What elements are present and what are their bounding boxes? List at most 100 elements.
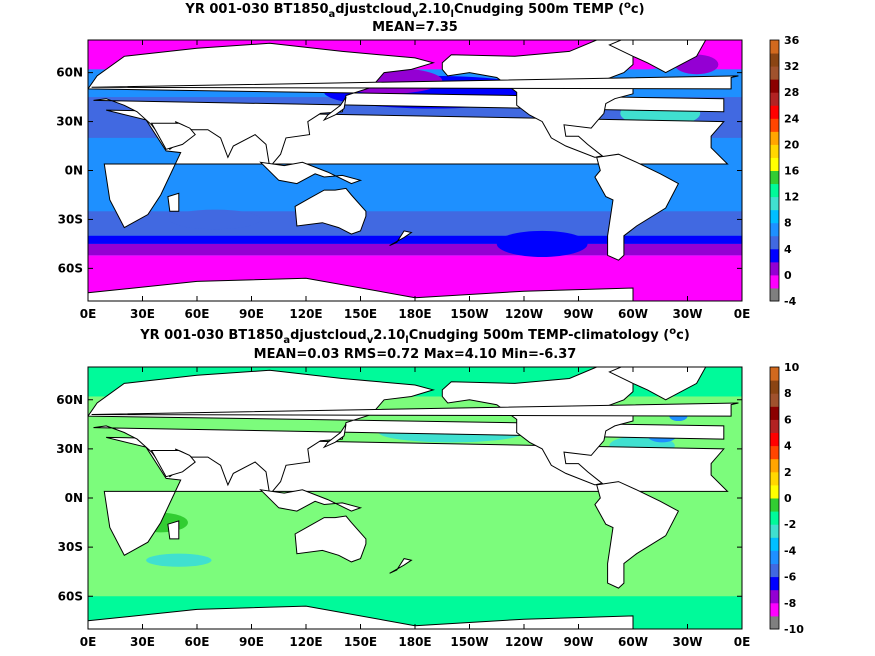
colorbar-tick-label: 4 bbox=[784, 440, 792, 453]
x-tick-label: 120W bbox=[505, 307, 543, 321]
colorbar-tick-label: -4 bbox=[784, 295, 797, 308]
colorbar-cell bbox=[770, 248, 779, 263]
colorbar-cell bbox=[770, 261, 779, 276]
colorbar-cell bbox=[770, 196, 779, 211]
colorbar-cell bbox=[770, 170, 779, 185]
land-indonesia bbox=[259, 489, 363, 512]
x-tick-label: 180E bbox=[398, 307, 431, 321]
colorbar-cell bbox=[770, 445, 779, 460]
colorbar-tick-label: 6 bbox=[784, 413, 792, 426]
y-tick-label: 0N bbox=[65, 164, 83, 178]
colorbar-cell bbox=[770, 419, 779, 433]
title-prefix: YR 001-030 BT1850 bbox=[184, 2, 328, 17]
colorbar-cell bbox=[770, 563, 779, 578]
x-tick-label: 120E bbox=[289, 635, 322, 649]
colorbar-tick-label: 2 bbox=[784, 466, 792, 479]
land-s_america bbox=[594, 153, 680, 261]
colorbar-cell bbox=[770, 274, 779, 289]
land-australia bbox=[294, 187, 367, 235]
field-acc bbox=[88, 235, 742, 244]
x-tick-label: 120W bbox=[505, 635, 543, 649]
land-nz bbox=[389, 558, 413, 574]
title-part: Cnudging 500m TEMP ( bbox=[454, 2, 624, 17]
x-tick-label: 150W bbox=[450, 635, 488, 649]
field-se-pacific bbox=[496, 230, 588, 257]
colorbar-tick-label: 8 bbox=[784, 217, 792, 230]
title-part: 2.10 bbox=[373, 328, 405, 343]
title-part: djustcloud bbox=[335, 2, 412, 17]
chart-stats: MEAN=0.03 RMS=0.72 Max=4.10 Min=-6.37 bbox=[254, 347, 577, 362]
colorbar-tick-label: 10 bbox=[784, 361, 800, 374]
x-tick-label: 0E bbox=[80, 307, 97, 321]
colorbar: 10 8 6 4 2 0 -2 -4 -6 -8 -10 bbox=[769, 361, 804, 636]
colorbar-cell bbox=[770, 105, 779, 119]
x-tick-label: 0E bbox=[734, 635, 751, 649]
colorbar-tick-label: 20 bbox=[784, 138, 800, 151]
title-subscript: v bbox=[412, 9, 419, 20]
land-uk bbox=[91, 402, 739, 417]
colorbar-cell bbox=[770, 524, 779, 538]
x-tick-label: 60W bbox=[618, 635, 648, 649]
colorbar-cell bbox=[770, 576, 779, 591]
y-tick-label: 60N bbox=[56, 66, 83, 80]
land-madagascar bbox=[167, 520, 180, 540]
land-indonesia bbox=[259, 161, 363, 185]
y-tick-label: 0N bbox=[65, 491, 83, 505]
title-part: 2.10 bbox=[418, 2, 450, 17]
x-tick-label: 30E bbox=[130, 635, 155, 649]
y-tick-label: 60S bbox=[58, 589, 83, 603]
y-tick-label: 30N bbox=[56, 115, 83, 129]
colorbar-tick-label: 0 bbox=[784, 269, 792, 282]
title-subscript: l bbox=[451, 9, 454, 20]
title-part: djustcloud bbox=[290, 328, 367, 343]
x-tick-label: 120E bbox=[289, 307, 322, 321]
colorbar-cell bbox=[770, 222, 779, 237]
land-arabia bbox=[150, 450, 196, 478]
colorbar-cell bbox=[770, 209, 779, 224]
x-tick-label: 90E bbox=[239, 307, 264, 321]
title-subscript: v bbox=[367, 335, 374, 346]
x-tick-label: 30E bbox=[130, 307, 155, 321]
x-tick-label: 60W bbox=[618, 307, 648, 321]
land-madagascar bbox=[167, 192, 180, 212]
y-tick-label: 60N bbox=[56, 393, 83, 407]
colorbar-cell bbox=[770, 380, 779, 394]
colorbar-tick-label: 0 bbox=[784, 492, 792, 505]
chart-title: YR 001-030 BT1850adjustcloudv2.10lCnudgi… bbox=[184, 0, 644, 20]
land-arabia bbox=[150, 122, 196, 150]
title-part: Cnudging 500m TEMP-climatology ( bbox=[409, 328, 670, 343]
colorbar-cell bbox=[770, 484, 779, 499]
land-japan bbox=[322, 424, 347, 449]
colorbar-cell bbox=[770, 144, 779, 158]
title-unit: c) bbox=[676, 328, 690, 343]
y-tick-label: 30S bbox=[58, 212, 83, 226]
map-panel-2: 0E 30E 60E 90E 120E 150E 180E 150W 120W 90W 60W 30W… bbox=[56, 326, 804, 649]
land-greenland bbox=[608, 40, 707, 74]
y-tick-label: 60S bbox=[58, 261, 83, 275]
field-indian-subtropical bbox=[169, 209, 261, 230]
colorbar-cell bbox=[770, 393, 779, 407]
colorbar-cell bbox=[770, 511, 779, 525]
chart-stats: MEAN=7.35 bbox=[372, 20, 458, 35]
colorbar-cell bbox=[770, 79, 779, 93]
colorbar-cell bbox=[770, 432, 779, 447]
colorbar-cell bbox=[770, 602, 779, 617]
colorbar-cell bbox=[770, 406, 779, 420]
colorbar-cell bbox=[770, 471, 779, 486]
field-agulhas-cold bbox=[146, 553, 212, 567]
y-tick-label: 30S bbox=[58, 540, 83, 554]
colorbar-cell bbox=[770, 550, 779, 564]
land-uk bbox=[91, 75, 739, 90]
land-nz bbox=[389, 230, 413, 246]
colorbar-cell bbox=[770, 287, 779, 302]
x-tick-label: 60E bbox=[185, 635, 210, 649]
land-japan bbox=[322, 96, 347, 122]
colorbar-cell bbox=[770, 537, 779, 551]
colorbar-cell bbox=[770, 53, 779, 67]
land-antarctica bbox=[88, 277, 634, 301]
title-prefix: YR 001-030 BT1850 bbox=[139, 328, 283, 343]
chart-title: YR 001-030 BT1850adjustcloudv2.10lCnudgi… bbox=[139, 326, 690, 346]
colorbar-cell bbox=[770, 183, 779, 198]
land-greenland bbox=[608, 367, 707, 401]
